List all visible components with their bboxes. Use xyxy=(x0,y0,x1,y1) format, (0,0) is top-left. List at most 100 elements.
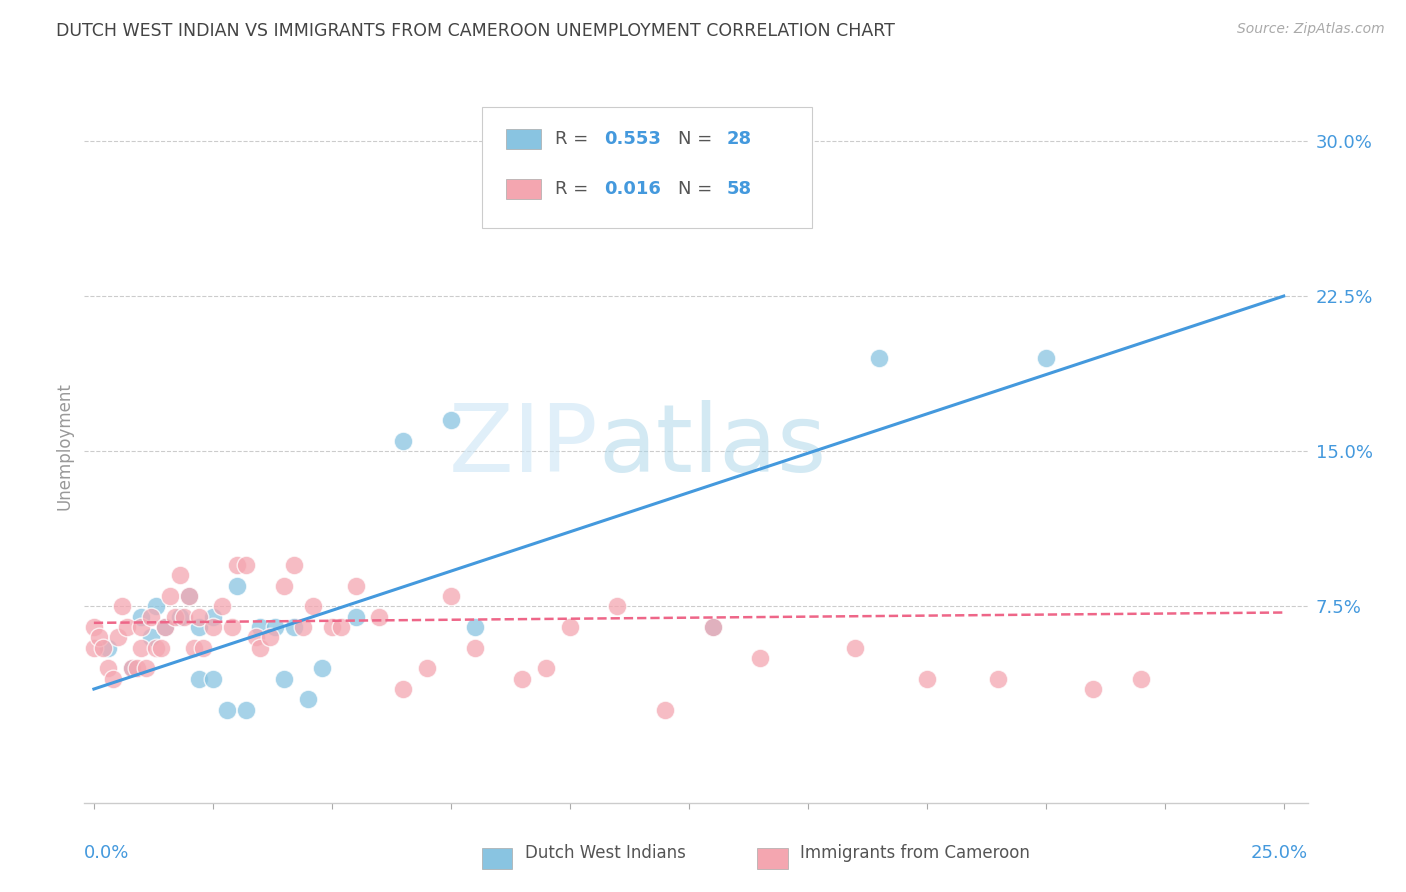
Point xyxy=(273,579,295,593)
Point xyxy=(259,630,281,644)
Point xyxy=(201,620,224,634)
Point xyxy=(844,640,866,655)
Point xyxy=(163,609,186,624)
Point xyxy=(97,640,120,655)
Point xyxy=(249,620,271,634)
Point xyxy=(131,609,153,624)
Point xyxy=(187,672,209,686)
Y-axis label: Unemployment: Unemployment xyxy=(55,382,73,510)
Point xyxy=(464,620,486,634)
Point xyxy=(93,640,115,655)
Point xyxy=(292,620,315,634)
Point xyxy=(97,661,120,675)
Point xyxy=(654,703,676,717)
Point xyxy=(263,620,285,634)
Text: Immigrants from Cameroon: Immigrants from Cameroon xyxy=(800,844,1029,862)
Point xyxy=(155,620,177,634)
Point xyxy=(321,620,343,634)
Point xyxy=(392,434,415,448)
Text: Dutch West Indians: Dutch West Indians xyxy=(524,844,686,862)
Point xyxy=(173,609,195,624)
Point xyxy=(169,609,191,624)
Point xyxy=(297,692,319,706)
Point xyxy=(125,661,148,675)
Point xyxy=(115,620,138,634)
Text: Source: ZipAtlas.com: Source: ZipAtlas.com xyxy=(1237,22,1385,37)
Point xyxy=(464,640,486,655)
Point xyxy=(915,672,938,686)
Point xyxy=(83,620,105,634)
Point xyxy=(245,630,267,644)
Bar xyxy=(758,847,787,869)
Point xyxy=(111,599,134,614)
Text: atlas: atlas xyxy=(598,400,827,492)
Point xyxy=(510,672,533,686)
Point xyxy=(392,681,415,696)
Point xyxy=(416,661,439,675)
Point xyxy=(221,620,243,634)
Point xyxy=(145,599,167,614)
Point xyxy=(702,620,724,634)
Point xyxy=(149,640,172,655)
Point xyxy=(101,672,124,686)
Point xyxy=(145,640,167,655)
Point xyxy=(211,599,233,614)
Point xyxy=(169,568,191,582)
Point xyxy=(183,640,205,655)
Point xyxy=(702,620,724,634)
Point xyxy=(225,558,247,572)
Point xyxy=(83,640,105,655)
Point xyxy=(121,661,143,675)
Text: 0.0%: 0.0% xyxy=(84,844,129,862)
Point xyxy=(311,661,333,675)
Point xyxy=(187,620,209,634)
Point xyxy=(201,672,224,686)
Point xyxy=(235,558,257,572)
Bar xyxy=(482,847,513,869)
Text: DUTCH WEST INDIAN VS IMMIGRANTS FROM CAMEROON UNEMPLOYMENT CORRELATION CHART: DUTCH WEST INDIAN VS IMMIGRANTS FROM CAM… xyxy=(56,22,896,40)
Point xyxy=(606,599,628,614)
Point xyxy=(235,703,257,717)
Point xyxy=(1035,351,1057,365)
Point xyxy=(368,609,391,624)
Text: 0.016: 0.016 xyxy=(605,180,661,198)
Bar xyxy=(506,129,541,149)
Text: 58: 58 xyxy=(727,180,752,198)
Point xyxy=(217,703,239,717)
Text: 28: 28 xyxy=(727,130,752,148)
Point xyxy=(440,589,463,603)
Point xyxy=(344,579,367,593)
Point xyxy=(121,661,143,675)
Point xyxy=(1083,681,1105,696)
Point xyxy=(177,589,200,603)
Point xyxy=(330,620,353,634)
Point xyxy=(155,620,177,634)
Point xyxy=(1130,672,1153,686)
Point xyxy=(440,413,463,427)
Point xyxy=(107,630,129,644)
Point xyxy=(131,640,153,655)
Point xyxy=(139,609,162,624)
Point xyxy=(87,630,110,644)
Point xyxy=(193,640,215,655)
Point xyxy=(131,620,153,634)
Point xyxy=(558,620,581,634)
Text: 0.553: 0.553 xyxy=(605,130,661,148)
Text: 25.0%: 25.0% xyxy=(1250,844,1308,862)
Point xyxy=(249,640,271,655)
Text: N =: N = xyxy=(678,130,717,148)
Bar xyxy=(506,179,541,199)
Point xyxy=(301,599,323,614)
Point xyxy=(139,630,162,644)
Point xyxy=(868,351,890,365)
Point xyxy=(283,620,305,634)
Point xyxy=(187,609,209,624)
Point xyxy=(273,672,295,686)
Text: ZIP: ZIP xyxy=(449,400,598,492)
Point xyxy=(159,589,181,603)
Point xyxy=(283,558,305,572)
Text: R =: R = xyxy=(555,130,595,148)
Text: R =: R = xyxy=(555,180,595,198)
Point xyxy=(534,661,557,675)
Point xyxy=(201,609,224,624)
